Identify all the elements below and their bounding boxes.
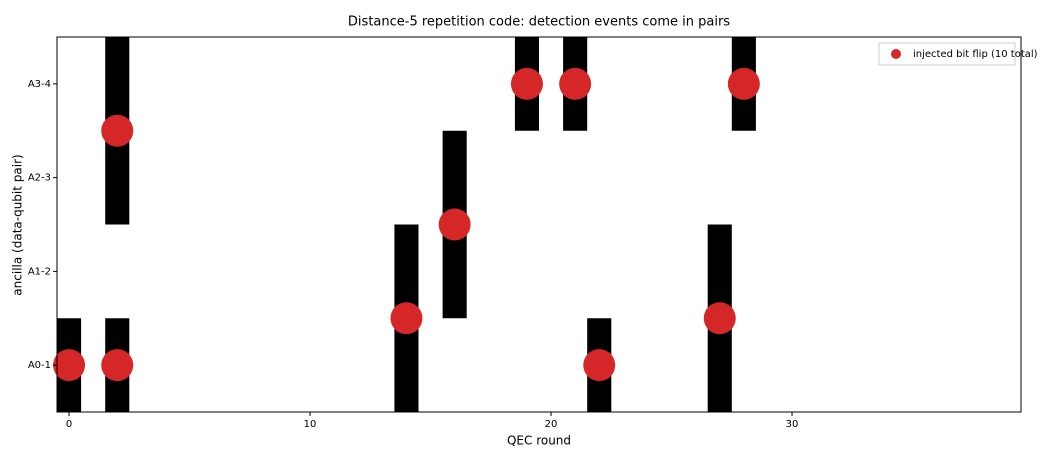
- y-tick-label: A0-1: [28, 360, 51, 371]
- x-tick-label: 20: [545, 419, 558, 430]
- x-tick-label: 30: [786, 419, 799, 430]
- bit-flip-point: [101, 349, 134, 382]
- y-tick-label: A2-3: [28, 173, 51, 184]
- x-tick-label: 10: [304, 419, 317, 430]
- chart-title: Distance-5 repetition code: detection ev…: [348, 15, 730, 30]
- bit-flip-point: [390, 302, 423, 335]
- bit-flip-point: [510, 67, 543, 100]
- bit-flip-point: [101, 114, 134, 147]
- bit-flip-point: [583, 349, 616, 382]
- legend-label: injected bit flip (10 total): [913, 49, 1038, 60]
- y-tick-label: A1-2: [28, 266, 51, 277]
- bit-flip-point: [53, 349, 86, 382]
- x-tick-label: 0: [66, 419, 72, 430]
- y-tick-label: A3-4: [28, 79, 51, 90]
- bit-flip-point: [703, 302, 736, 335]
- bit-flip-point: [727, 67, 760, 100]
- x-axis-label: QEC round: [507, 434, 571, 448]
- bit-flip-point: [559, 67, 592, 100]
- bit-flip-point: [438, 208, 471, 241]
- plot-frame: [56, 36, 1022, 413]
- y-axis-label: ancilla (data-qubit pair): [11, 154, 25, 295]
- legend-box: [878, 42, 1016, 66]
- legend-marker: [891, 49, 901, 59]
